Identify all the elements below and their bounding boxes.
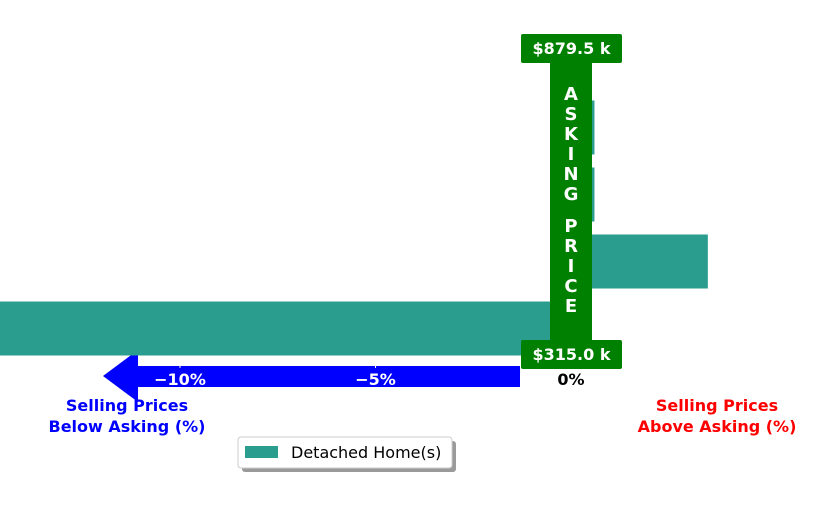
arrow-head — [103, 350, 138, 402]
below-asking-label-line1: Selling Prices — [66, 396, 188, 415]
top-price-label: $879.5 k — [533, 39, 611, 58]
below-asking-arrow — [103, 350, 520, 402]
bar — [0, 301, 571, 356]
banner-letter: C — [564, 276, 577, 297]
top-price-box — [521, 34, 622, 63]
above-asking-label-line2: Above Asking (%) — [638, 417, 797, 436]
legend: Detached Home(s) — [237, 436, 456, 472]
banner-letter: I — [568, 256, 575, 277]
banner-letter: E — [565, 296, 577, 317]
banner-letter: G — [564, 184, 579, 205]
banner-letter: A — [564, 84, 578, 105]
banner-letter: R — [564, 236, 578, 257]
below-asking-label: Selling Prices Below Asking (%) — [49, 396, 206, 436]
banner-letter: S — [565, 104, 578, 125]
asking-price-column — [550, 62, 592, 342]
bar-group — [0, 100, 708, 356]
legend-label: Detached Home(s) — [291, 443, 441, 462]
above-asking-label: Selling Prices Above Asking (%) — [638, 396, 797, 436]
x-tick-label: −15% — [0, 370, 10, 389]
below-asking-label-line2: Below Asking (%) — [49, 417, 206, 436]
zero-tick-label: 0% — [557, 370, 584, 389]
x-axis-ticks: −20%−15%−10%−5% — [0, 362, 396, 389]
banner-letter: I — [568, 144, 575, 165]
banner-letter: K — [564, 124, 579, 145]
x-tick-label: −5% — [355, 370, 396, 389]
banner-letter: N — [563, 164, 578, 185]
bottom-price-box — [521, 340, 622, 369]
above-asking-label-line1: Selling Prices — [656, 396, 778, 415]
bar — [571, 234, 708, 289]
bottom-price-label: $315.0 k — [533, 345, 611, 364]
legend-swatch — [245, 446, 278, 458]
x-tick-label: −10% — [154, 370, 206, 389]
banner-letter: P — [564, 216, 577, 237]
arrow-shaft — [130, 366, 520, 387]
